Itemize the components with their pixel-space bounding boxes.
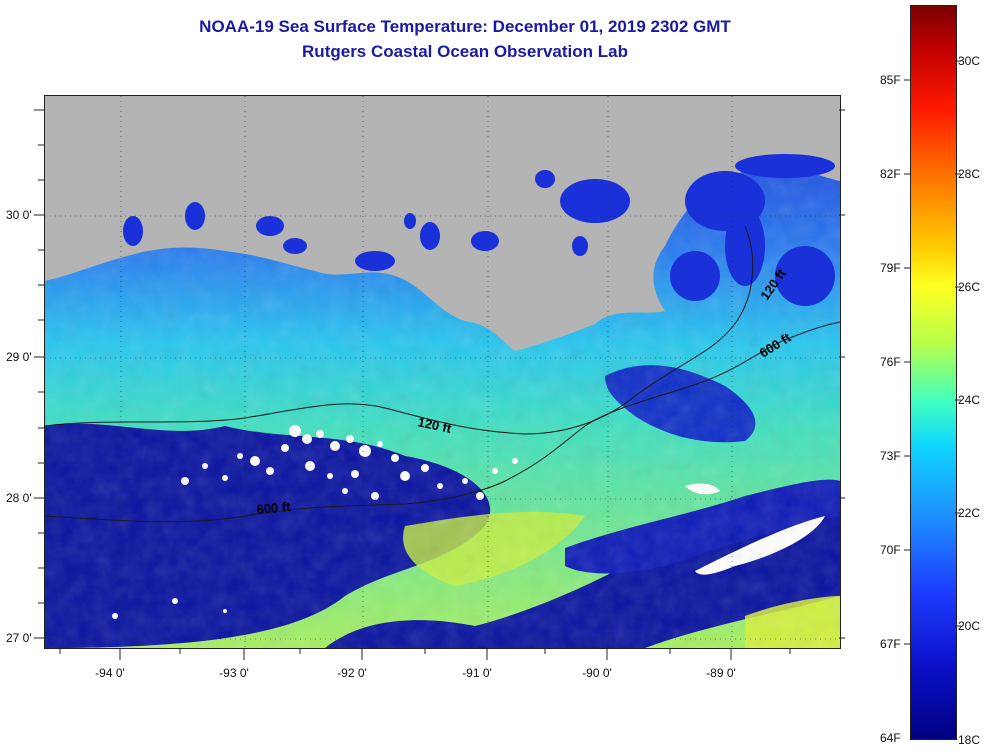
colorbar-label-28c: 28C — [958, 167, 981, 181]
inland-water — [123, 154, 835, 306]
colorbar-label-18c: 18C — [958, 733, 981, 747]
lon-label-89: -89 0' — [706, 666, 736, 680]
lon-label-91: -91 0' — [462, 666, 492, 680]
contour-label-600ft-west: 600 ft — [256, 499, 292, 517]
contour-label-120ft-west: 120 ft — [416, 414, 453, 436]
lon-label-93: -93 0' — [219, 666, 249, 680]
sst-map: 120 ft 600 ft 120 ft 600 ft — [44, 95, 841, 649]
colorbar-label-20c: 20C — [958, 619, 981, 633]
map-title-line1: NOAA-19 Sea Surface Temperature: Decembe… — [199, 17, 731, 36]
colorbar-label-70f: 70F — [880, 543, 901, 557]
lat-label-29: 29 0' — [6, 350, 32, 364]
colorbar-label-76f: 76F — [880, 355, 901, 369]
colorbar-label-82f: 82F — [880, 167, 901, 181]
colorbar-label-30c: 30C — [958, 54, 981, 68]
colorbar-label-22c: 22C — [958, 506, 981, 520]
contour-120ft — [45, 225, 754, 435]
colorbar-label-67f: 67F — [880, 637, 901, 651]
lat-label-30: 30 0' — [6, 208, 32, 222]
colorbar-label-73f: 73F — [880, 449, 901, 463]
temperature-colorbar — [910, 5, 957, 740]
lon-label-94: -94 0' — [95, 666, 125, 680]
lon-label-92: -92 0' — [337, 666, 367, 680]
colorbar-label-64f: 64F — [880, 731, 901, 745]
colorbar-label-26c: 26C — [958, 280, 981, 294]
lat-label-27: 27 0' — [6, 631, 32, 645]
colorbar-label-85f: 85F — [880, 73, 901, 87]
lon-label-90: -90 0' — [582, 666, 612, 680]
contour-600ft — [45, 321, 840, 523]
sst-map-canvas: 120 ft 600 ft 120 ft 600 ft — [45, 96, 840, 648]
colorbar-label-79f: 79F — [880, 261, 901, 275]
graticule — [45, 96, 840, 648]
lat-label-28: 28 0' — [6, 491, 32, 505]
colorbar-label-24c: 24C — [958, 393, 981, 407]
map-title-line2: Rutgers Coastal Ocean Observation Lab — [302, 42, 628, 61]
land-mass — [45, 96, 840, 351]
